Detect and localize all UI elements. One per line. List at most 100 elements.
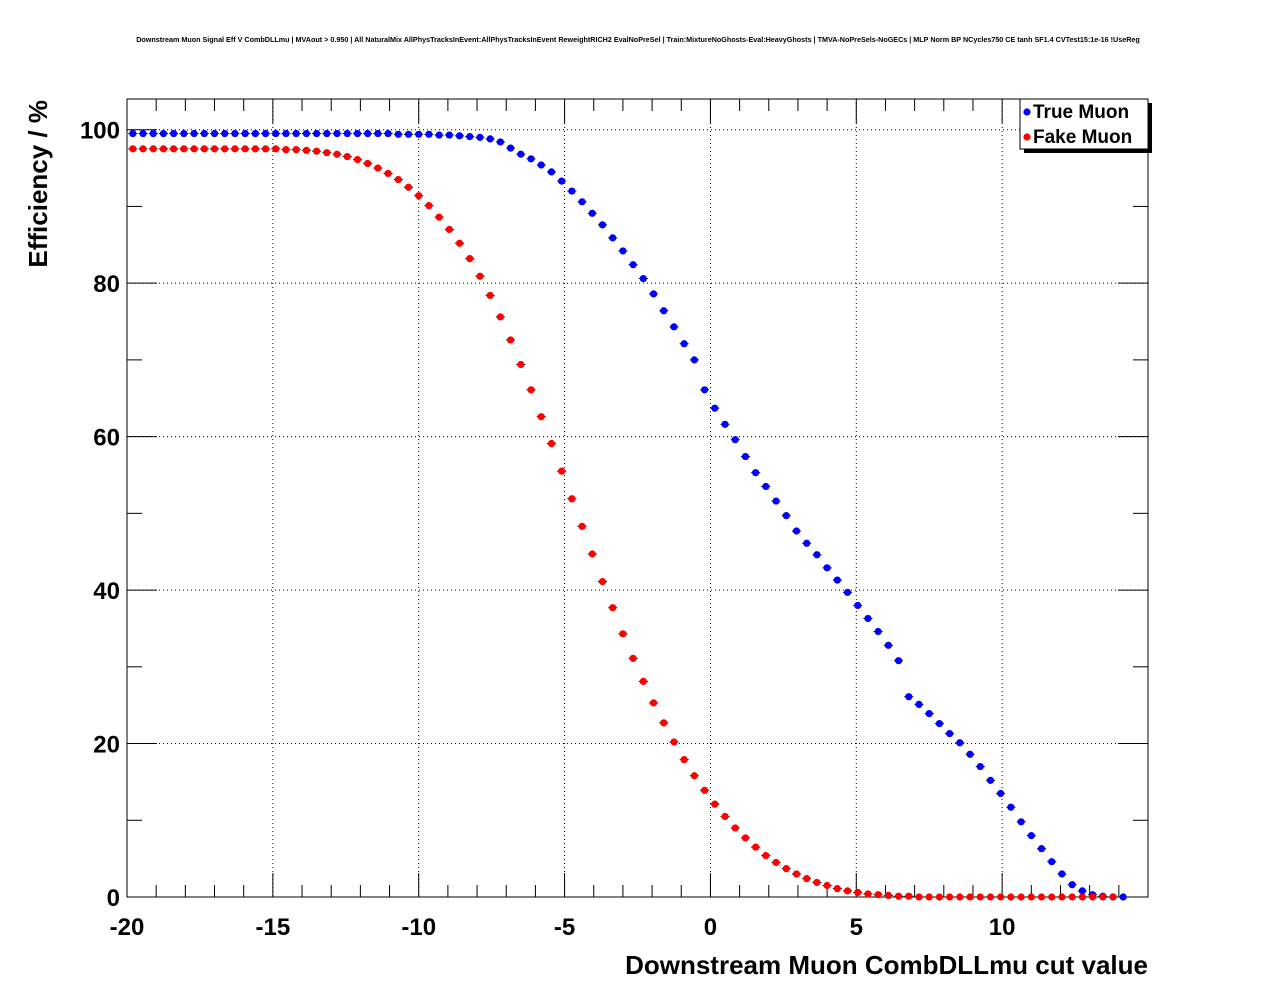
legend-box [1019, 98, 1149, 150]
data-points [128, 129, 1128, 901]
data-point [997, 789, 1005, 798]
data-point [558, 177, 566, 185]
data-point [649, 290, 658, 298]
data-point [568, 495, 576, 503]
series-true-muon [128, 129, 1128, 901]
x-tick-label: 5 [850, 914, 863, 941]
data-point [823, 564, 831, 572]
data-point [1027, 893, 1035, 901]
data-point [210, 129, 219, 138]
data-point [139, 129, 147, 138]
data-point [660, 307, 668, 315]
data-point [588, 209, 596, 217]
data-point [251, 145, 259, 153]
data-point [496, 313, 504, 321]
data-point [343, 152, 351, 161]
data-point [1058, 870, 1066, 878]
data-point [1048, 858, 1056, 866]
data-point [813, 878, 821, 887]
data-point [639, 274, 647, 283]
data-point [997, 893, 1005, 901]
data-point [609, 234, 617, 242]
data-point [854, 888, 862, 896]
data-point [210, 145, 219, 153]
data-point [905, 693, 913, 701]
data-point [323, 129, 331, 138]
data-point [792, 870, 801, 878]
data-point [1078, 893, 1086, 901]
data-point [425, 130, 433, 138]
data-point [721, 420, 729, 428]
data-point [782, 865, 790, 873]
data-point [660, 719, 668, 727]
data-point [394, 130, 402, 138]
legend-marker-true-muon [1023, 108, 1031, 116]
data-point [884, 641, 892, 649]
data-point [445, 131, 453, 139]
data-point [721, 812, 729, 821]
data-point [394, 175, 402, 184]
data-point [313, 129, 321, 138]
data-point [517, 360, 525, 369]
data-point [680, 756, 688, 764]
data-point [843, 887, 852, 895]
data-point [680, 340, 688, 348]
data-point [221, 145, 229, 153]
data-point [803, 539, 811, 547]
data-point [772, 497, 780, 505]
data-point [578, 522, 586, 530]
x-tick-label: -10 [401, 914, 436, 941]
data-point [149, 145, 157, 153]
data-point [843, 588, 852, 596]
data-point [1017, 893, 1025, 901]
y-tick-labels: 0 20 40 60 80 100 [80, 118, 120, 912]
plot-frame [126, 98, 1149, 898]
data-point [1007, 803, 1015, 811]
x-tick-label: -5 [554, 914, 575, 941]
data-point [129, 145, 137, 153]
data-point [364, 129, 372, 138]
data-point [384, 129, 392, 138]
data-point [1027, 832, 1035, 840]
legend: True Muon Fake Muon [1019, 98, 1152, 153]
data-point [180, 129, 188, 138]
data-point [884, 891, 892, 900]
x-tick-labels: -20 -15 -10 -5 0 5 10 [110, 914, 1016, 941]
data-point [466, 255, 474, 263]
data-point [129, 129, 137, 138]
data-point [170, 129, 178, 138]
y-tick-label: 0 [107, 885, 120, 912]
data-point [353, 156, 362, 164]
data-point [700, 386, 709, 394]
data-point [282, 146, 290, 154]
data-point [864, 614, 872, 623]
data-point [333, 129, 341, 138]
data-point [782, 512, 790, 520]
data-point [159, 145, 168, 153]
data-point [946, 729, 954, 738]
data-point [792, 527, 801, 535]
data-point [1037, 893, 1046, 901]
series-fake-muon [128, 145, 1118, 901]
data-point [139, 145, 147, 153]
data-point [619, 247, 627, 255]
y-axis-title: Efficiency / % [23, 100, 53, 268]
data-point [527, 155, 535, 163]
data-point [711, 404, 719, 412]
data-point [1058, 893, 1066, 901]
data-point [261, 145, 270, 153]
data-point [874, 627, 882, 636]
data-point [1119, 893, 1127, 901]
data-point [925, 710, 933, 718]
data-point [803, 874, 811, 883]
data-point [404, 130, 413, 138]
data-point [588, 550, 596, 558]
data-point [231, 145, 239, 153]
data-point [690, 772, 698, 780]
data-point [221, 129, 229, 138]
data-point [415, 192, 423, 200]
data-point [415, 130, 423, 138]
data-point [507, 144, 515, 152]
data-point [1078, 887, 1086, 895]
